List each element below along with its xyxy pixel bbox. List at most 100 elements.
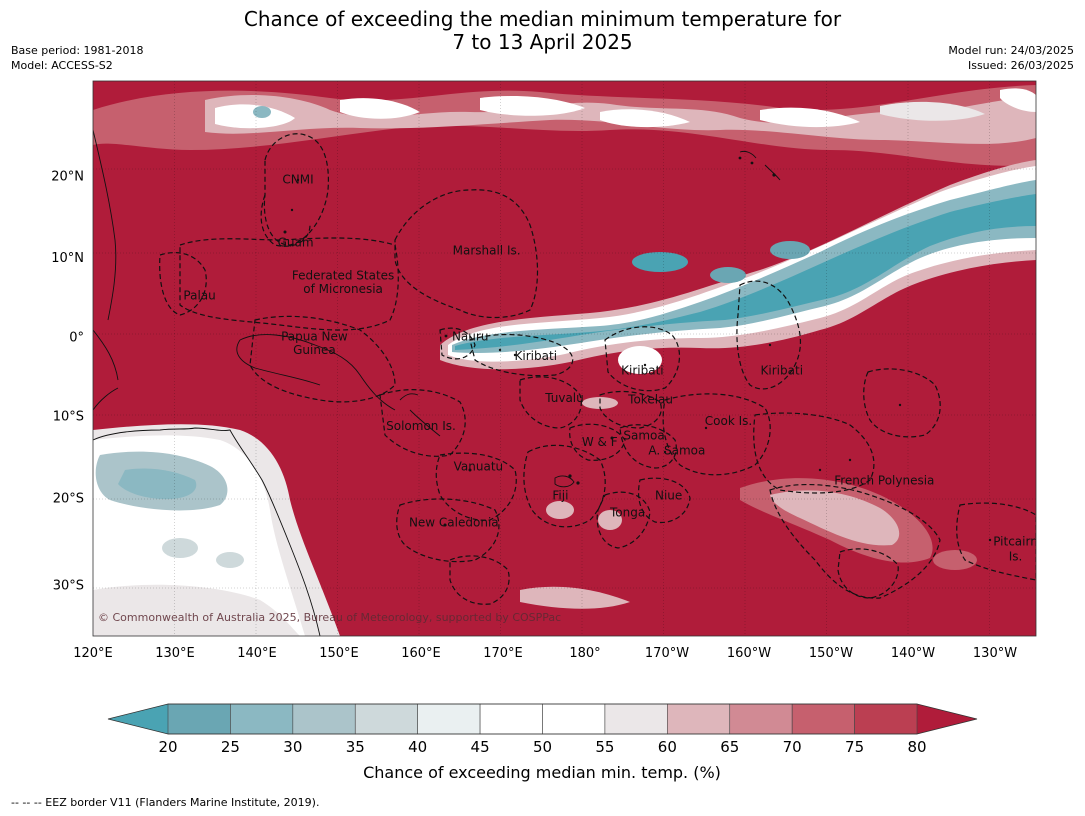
- lon-tick-label: 150°W: [809, 646, 853, 661]
- australia-coast: [93, 427, 321, 636]
- eez-austral: [837, 548, 899, 599]
- colorbar-segment: [230, 703, 294, 735]
- colorbar-segment: [354, 703, 418, 735]
- colorbar-tick-label: 75: [845, 738, 864, 756]
- map-frame: [92, 80, 1037, 637]
- eez-borders: [159, 133, 1036, 605]
- region-label: Papua New: [281, 329, 348, 343]
- eez-legend-note: -- -- -- EEZ border V11 (Flanders Marine…: [11, 796, 320, 809]
- colorbar-tick-label: 50: [533, 738, 552, 756]
- region-label: Pitcairn: [993, 535, 1038, 549]
- colorbar-tick-labels: 20 25 30 35 40 45 50 55 60 65 70 75 80: [158, 738, 926, 756]
- colorbar-segment: [167, 703, 231, 735]
- region-label: Fiji: [552, 489, 568, 503]
- colorbar-tick-label: 40: [408, 738, 427, 756]
- south-neutral-patches: [520, 478, 977, 609]
- colorbar-tick-label: 60: [658, 738, 677, 756]
- colorbar-segments: [167, 703, 918, 735]
- chart-title: Chance of exceeding the median minimum t…: [0, 8, 1085, 54]
- region-label: Kiribati: [761, 363, 803, 377]
- colorbar-segment: [417, 703, 481, 735]
- lon-tick-label: 120°E: [73, 646, 113, 661]
- lat-tick-label: 30°S: [53, 578, 84, 593]
- eez-vanuatu: [435, 452, 517, 521]
- model-name: Model: ACCESS-S2: [11, 59, 113, 72]
- lon-tick-label: 160°E: [401, 646, 441, 661]
- eez-norfolk: [449, 555, 510, 605]
- lat-tick-label: 10°N: [51, 251, 84, 266]
- cool-tongue: [440, 160, 1036, 409]
- coastlines: [93, 129, 781, 636]
- colorbar-tick-label: 30: [283, 738, 302, 756]
- eez-cnmi: [263, 133, 329, 246]
- meta-right: Model run: 24/03/2025 Issued: 26/03/2025: [948, 43, 1074, 73]
- region-label: Federated States: [292, 268, 394, 282]
- lat-tick-label: 20°N: [51, 169, 84, 184]
- lon-tick-label: 160°W: [727, 646, 771, 661]
- region-label: Tokelau: [627, 393, 673, 407]
- eez-tonga: [596, 491, 651, 549]
- colorbar-tick-label: 45: [471, 738, 490, 756]
- region-label: Vanuatu: [454, 460, 504, 474]
- region-label: Palau: [183, 288, 215, 302]
- region-label: Kiribati: [515, 349, 557, 363]
- eez-marshall: [394, 189, 539, 319]
- region-label: Tonga: [609, 505, 645, 519]
- region-label: Kiribati: [621, 363, 663, 377]
- region-label: Marshall Is.: [453, 244, 521, 258]
- lon-tick-label: 150°E: [319, 646, 359, 661]
- model-run: Model run: 24/03/2025: [948, 44, 1074, 57]
- colorbar-segment: [479, 703, 543, 735]
- region-label: CNMI: [282, 173, 313, 187]
- colorbar-tick-label: 35: [346, 738, 365, 756]
- colorbar-segment: [729, 703, 793, 735]
- meta-left: Base period: 1981-2018 Model: ACCESS-S2: [11, 43, 143, 73]
- eez-kiribati-gilbert: [469, 333, 574, 377]
- region-label: Cook Is.: [705, 414, 752, 428]
- colorbar-segment: [791, 703, 855, 735]
- colorbar-tick-label: 55: [595, 738, 614, 756]
- region-label: Samoa: [623, 429, 664, 443]
- island-markers: [283, 156, 992, 542]
- lon-tick-label: 130°E: [155, 646, 195, 661]
- region-label: Solomon Is.: [386, 419, 456, 433]
- colorbar-tick-label: 80: [907, 738, 926, 756]
- eez-marquesas: [863, 368, 941, 438]
- eez-fiji: [523, 444, 606, 528]
- colorbar-tick-label: 70: [783, 738, 802, 756]
- colorbar: 20 25 30 35 40 45 50 55 60 65 70 75 80 Chance of exc…: [107, 703, 978, 782]
- colorbar-segment: [292, 703, 356, 735]
- eez-kiribati-line: [736, 280, 801, 390]
- eez-nauru: [439, 327, 476, 360]
- australia-neutral-zone: [93, 424, 340, 636]
- eez-solomon: [379, 389, 466, 457]
- colorbar-tick-label: 65: [720, 738, 739, 756]
- region-label: Guam: [278, 236, 314, 250]
- north-neutral-band: [93, 85, 1036, 166]
- eez-french-poly-n: [753, 412, 875, 494]
- lat-tick-label: 20°S: [53, 491, 84, 506]
- region-label: W & F: [582, 435, 618, 449]
- copyright-notice: © Commonwealth of Australia 2025, Bureau…: [98, 611, 561, 624]
- colorbar-over-arrow: [917, 704, 977, 734]
- eez-fsm: [179, 237, 399, 331]
- region-label: Guinea: [293, 343, 336, 357]
- region-label: of Micronesia: [303, 282, 383, 296]
- graticule: [93, 81, 1036, 636]
- lon-tick-label: 170°W: [645, 646, 689, 661]
- lon-tick-label: 170°E: [483, 646, 523, 661]
- base-period: Base period: 1981-2018: [11, 44, 144, 57]
- colorbar-under-arrow: [108, 704, 168, 734]
- longitude-tick-labels: 120°E 130°E 140°E 150°E 160°E 170°E 180° 170°W 1…: [73, 646, 1017, 661]
- colorbar-tick-label: 25: [221, 738, 240, 756]
- colorbar-segment: [854, 703, 918, 735]
- lon-tick-label: 140°E: [237, 646, 277, 661]
- title-line-2: 7 to 13 April 2025: [452, 30, 633, 54]
- region-label: Nauru: [452, 329, 488, 343]
- colorbar-segment: [604, 703, 668, 735]
- colorbar-outline: [107, 703, 978, 735]
- region-label: French Polynesia: [834, 474, 934, 488]
